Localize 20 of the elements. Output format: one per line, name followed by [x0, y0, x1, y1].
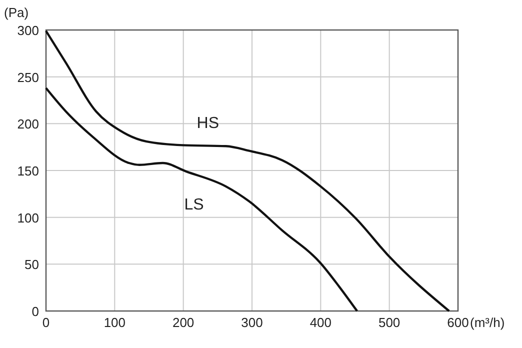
y-tick-label: 50	[24, 257, 39, 272]
y-tick-label: 200	[17, 116, 39, 132]
y-tick-label: 150	[17, 164, 39, 178]
x-tick-label: 300	[241, 315, 263, 330]
x-tick-label: 500	[378, 315, 400, 330]
line-series	[44, 30, 450, 312]
x-tick-label: 400	[310, 315, 332, 330]
x-axis-title: (m³/h)	[470, 315, 505, 330]
y-axis-title: (Pa)	[4, 5, 29, 20]
x-tick-label: 0	[42, 315, 50, 330]
x-tick-label: 100	[104, 315, 126, 330]
x-tick-label: 600	[447, 315, 469, 330]
x-tick-label: 200	[172, 315, 194, 330]
y-tick-label: 300	[17, 23, 39, 38]
line-series	[44, 86, 358, 312]
y-tick-label: 0	[32, 304, 39, 319]
y-tick-label: 250	[17, 70, 39, 85]
y-tick-label: 100	[17, 210, 39, 226]
series-label: LS	[184, 196, 204, 214]
series-label: HS	[196, 115, 220, 132]
